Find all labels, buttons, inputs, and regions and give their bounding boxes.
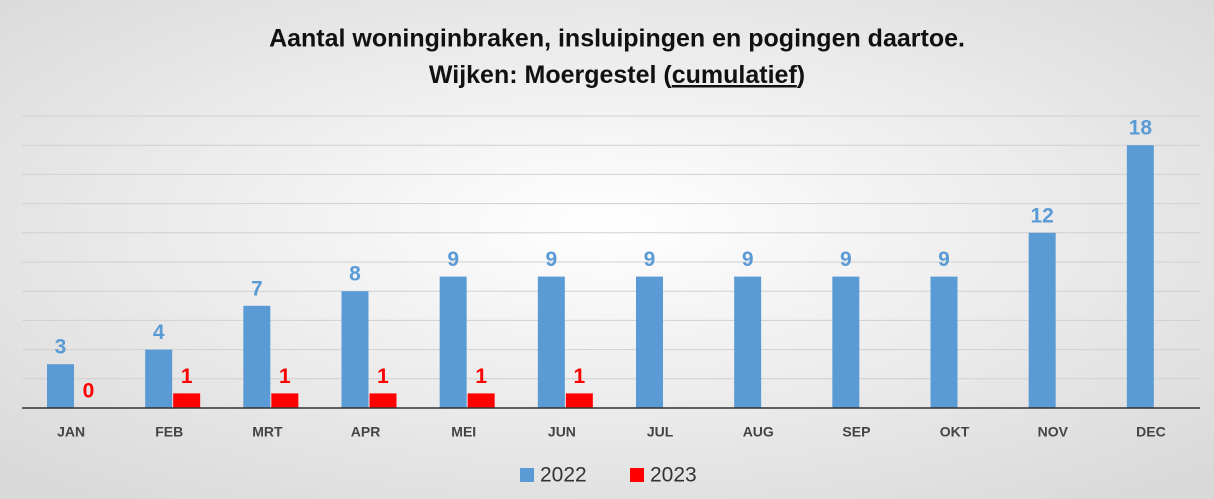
value-label: 4 (153, 321, 165, 344)
bar (537, 276, 565, 408)
value-label: 1 (279, 365, 291, 388)
bar (636, 276, 663, 408)
x-tick-label: JUN (548, 424, 576, 440)
x-tick-label: MRT (252, 424, 283, 440)
bar (341, 291, 369, 408)
value-label: 9 (840, 248, 852, 271)
x-tick-label: FEB (155, 424, 183, 440)
chart-subtitle: Wijken: Moergestel (cumulatief) (429, 61, 805, 89)
bar (1028, 232, 1056, 408)
title-part: cumulatief (672, 61, 798, 89)
bar (832, 276, 860, 408)
value-label: 8 (349, 263, 361, 286)
bar (243, 305, 271, 408)
value-label: 12 (1030, 204, 1053, 227)
value-label: 1 (475, 365, 487, 388)
value-label: 7 (251, 277, 263, 300)
legend-swatch (520, 468, 534, 482)
x-tick-label: AUG (743, 424, 774, 440)
value-label: 1 (377, 365, 389, 388)
value-label: 3 (55, 336, 67, 359)
value-label: 9 (938, 248, 950, 271)
x-tick-label: OKT (940, 424, 970, 440)
title-part: ) (797, 61, 805, 89)
value-label: 18 (1129, 117, 1153, 140)
value-label: 9 (742, 248, 754, 271)
value-label: 9 (545, 248, 557, 271)
title-part: Wijken: Moergestel ( (429, 61, 673, 89)
bar (439, 276, 467, 408)
bar (1126, 145, 1154, 408)
value-label: 0 (83, 380, 95, 403)
x-tick-label: APR (351, 424, 381, 440)
value-label: 9 (447, 248, 459, 271)
value-label: 9 (644, 248, 656, 271)
x-tick-label: JUL (647, 424, 674, 440)
legend-label: 2022 (540, 464, 587, 487)
x-tick-label: DEC (1136, 424, 1166, 440)
bar (47, 364, 74, 408)
bar (271, 393, 299, 408)
bar (173, 393, 201, 408)
legend-swatch (630, 468, 644, 482)
value-label: 1 (181, 365, 193, 388)
bar (930, 276, 958, 408)
x-tick-label: JAN (57, 424, 85, 440)
chart-title: Aantal woninginbraken, insluipingen en p… (269, 25, 965, 53)
x-tick-label: SEP (842, 424, 870, 440)
bar (145, 349, 173, 408)
x-tick-label: MEI (451, 424, 476, 440)
value-label: 1 (573, 365, 585, 388)
x-tick-label: NOV (1038, 424, 1069, 440)
legend-label: 2023 (650, 464, 697, 487)
bar (467, 393, 495, 408)
bar (565, 393, 593, 408)
bar (369, 393, 397, 408)
bar (734, 276, 762, 408)
